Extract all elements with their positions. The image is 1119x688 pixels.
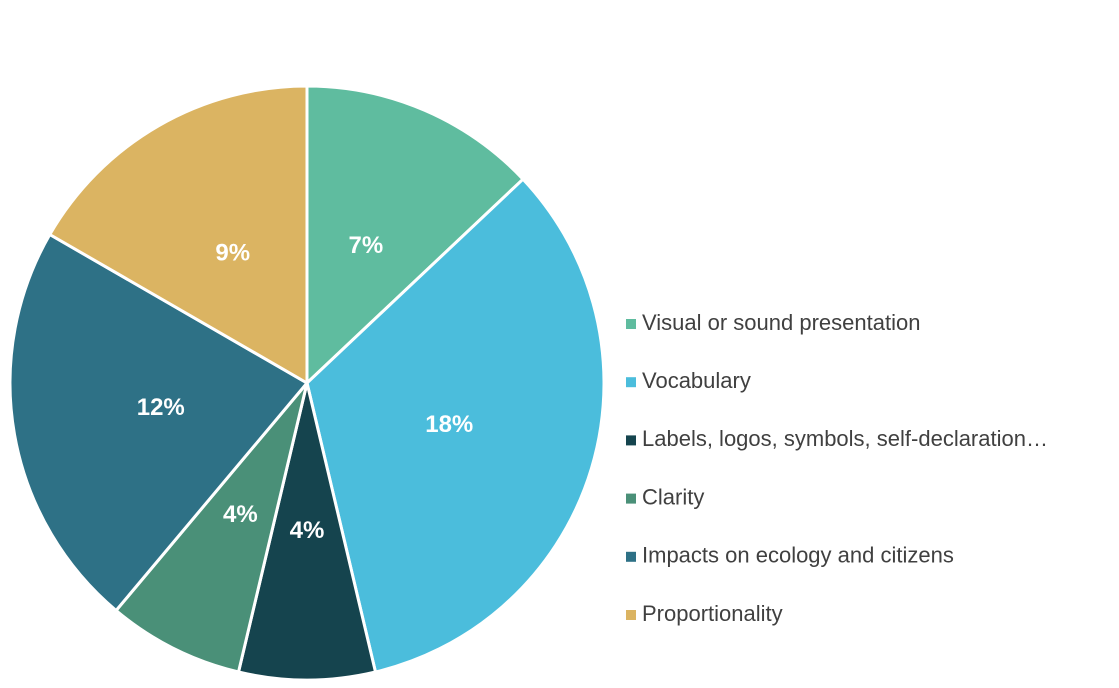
data-label: 9%: [215, 240, 250, 267]
pie-slice: [305, 177, 606, 674]
pie-slice: [305, 84, 526, 387]
legend-swatch: [626, 319, 636, 329]
legend-swatch: [626, 377, 636, 388]
legend-label: Visual or sound presentation: [642, 310, 920, 335]
legend-label: Vocabulary: [642, 368, 751, 393]
legend-swatch: [626, 435, 636, 446]
legend-label: Clarity: [642, 484, 704, 509]
data-label: 4%: [290, 517, 325, 544]
data-label: 4%: [223, 501, 258, 528]
legend-label: Proportionality: [642, 601, 783, 626]
legend-label: Impacts on ecology and citizens: [642, 543, 954, 568]
legend-swatch: [626, 493, 636, 504]
pie-slice: [236, 382, 378, 682]
pie-slice: [47, 84, 309, 386]
legend-swatch: [626, 551, 636, 562]
pie-slice: [113, 382, 309, 674]
legend-label: Labels, logos, symbols, self-declaration…: [642, 426, 1048, 451]
data-label: 18%: [425, 411, 473, 438]
data-label: 12%: [137, 394, 185, 421]
pie-slice: [8, 232, 310, 613]
data-label: 7%: [348, 232, 383, 259]
legend-swatch: [626, 610, 636, 620]
